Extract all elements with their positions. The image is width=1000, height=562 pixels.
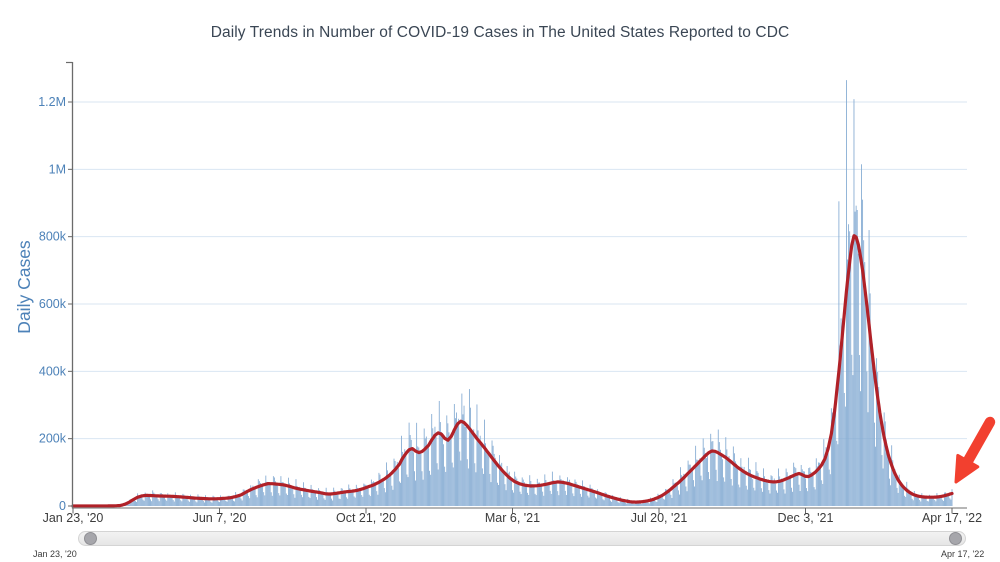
daily-cases-bars xyxy=(110,80,953,507)
axis-labels: 0 200k 400k 600k 800k 1M 1.2M Jan 23, '20 Jun 7,… xyxy=(14,95,982,525)
y-axis-title: Daily Cases xyxy=(14,240,34,334)
x-axis-tick-label: Oct 21, '20 xyxy=(336,511,396,525)
date-range-slider-handle-right[interactable] xyxy=(949,532,962,545)
slider-end-date-label: Apr 17, '22 xyxy=(941,549,985,559)
x-axis-tick-label: Apr 17, '22 xyxy=(922,511,982,525)
y-axis-tick-label: 600k xyxy=(39,297,67,311)
x-axis-tick-label: Jan 23, '20 xyxy=(43,511,104,525)
y-axis-tick-label: 1.2M xyxy=(38,95,66,109)
date-range-slider-track[interactable] xyxy=(78,531,966,546)
gridlines xyxy=(73,101,967,440)
date-range-slider-handle-left[interactable] xyxy=(84,532,97,545)
moving-average-line xyxy=(71,234,954,508)
x-axis-tick-label: Jun 7, '20 xyxy=(193,511,247,525)
chart-title: Daily Trends in Number of COVID-19 Cases… xyxy=(210,24,790,41)
arrow-annotation-icon xyxy=(954,416,996,484)
slider-start-date-label: Jan 23, '20 xyxy=(33,549,77,559)
y-axis-tick-label: 1M xyxy=(49,162,66,176)
y-axis-tick-label: 200k xyxy=(39,432,67,446)
axes xyxy=(66,61,967,514)
daily-cases-plot-area[interactable]: 0 200k 400k 600k 800k 1M 1.2M Jan 23, '20 Jun 7,… xyxy=(0,0,1000,528)
x-axis-tick-label: Mar 6, '21 xyxy=(485,511,540,525)
y-axis-tick-label: 0 xyxy=(59,499,66,513)
y-axis-tick-label: 400k xyxy=(39,364,67,378)
x-axis-tick-label: Dec 3, '21 xyxy=(778,511,834,525)
y-axis-tick-label: 800k xyxy=(39,230,67,244)
x-axis-tick-label: Jul 20, '21 xyxy=(631,511,688,525)
